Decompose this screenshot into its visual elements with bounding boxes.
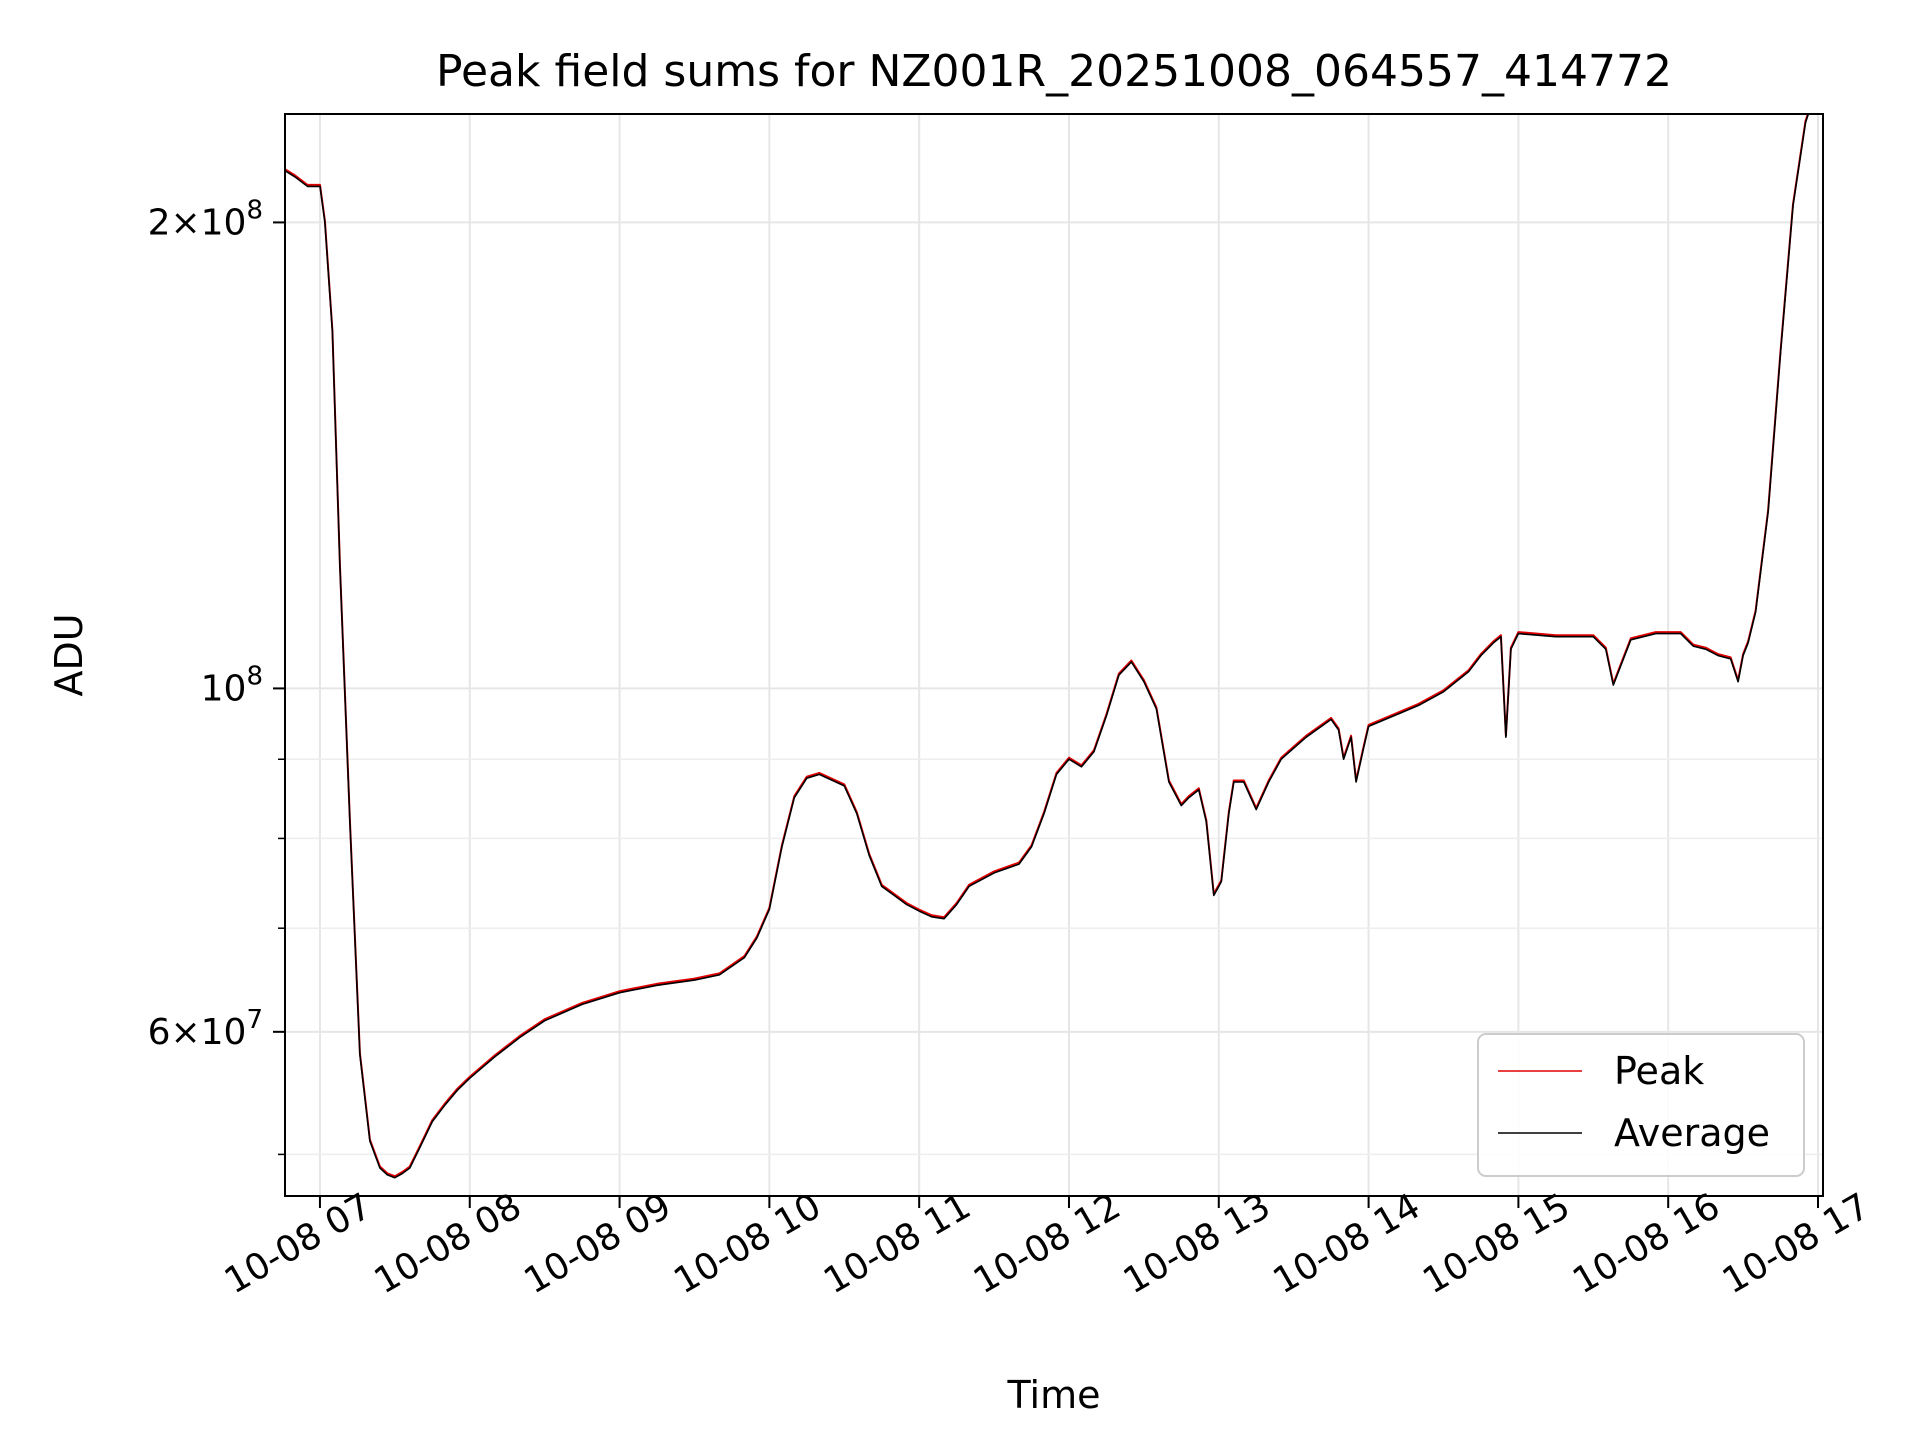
y-tick-base: 2×10 (148, 202, 247, 243)
plot-frame (284, 113, 1824, 1197)
y-tick-label: 2×108 (148, 195, 263, 243)
legend-label-peak: Peak (1614, 1049, 1704, 1093)
y-tick-base: 6×10 (148, 1012, 247, 1053)
series-line-average (285, 114, 1810, 1179)
legend-box (1477, 1033, 1805, 1177)
y-tick-base: 10 (201, 668, 247, 709)
series-lines (285, 114, 1810, 1179)
y-axis-label: ADU (47, 613, 91, 696)
y-tick-exponent: 8 (246, 661, 263, 691)
grid (285, 114, 1823, 1196)
y-tick-label: 108 (201, 661, 263, 709)
legend-label-average: Average (1614, 1111, 1770, 1155)
x-axis-label: Time (1007, 1373, 1101, 1417)
legend: Peak Average (1477, 1033, 1805, 1177)
y-tick-exponent: 8 (246, 195, 263, 225)
chart-title: Peak field sums for NZ001R_20251008_0645… (436, 46, 1672, 97)
y-tick-label: 6×107 (148, 1005, 263, 1053)
y-tick-exponent: 7 (246, 1005, 263, 1035)
